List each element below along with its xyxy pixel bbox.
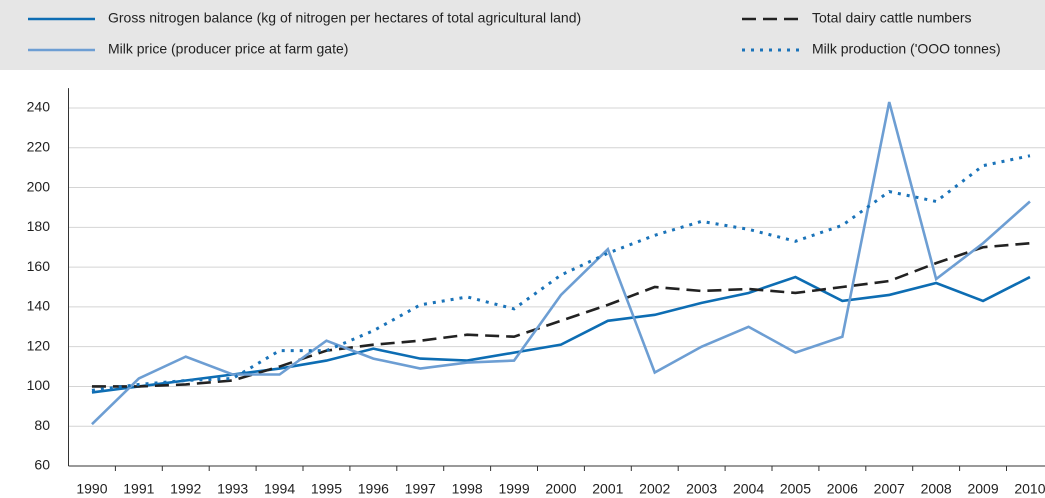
x-tick-label: 1999 xyxy=(498,481,529,497)
x-tick-label: 2005 xyxy=(780,481,811,497)
series-line xyxy=(91,275,1031,394)
x-tick-label: 2000 xyxy=(545,481,576,497)
x-tick-label: 1994 xyxy=(264,481,295,497)
x-tick-label: 2007 xyxy=(874,481,905,497)
legend-label: Milk production ('OOO tonnes) xyxy=(812,41,1001,57)
y-tick-label: 60 xyxy=(34,457,50,473)
y-tick-label: 160 xyxy=(27,258,51,274)
x-tick-label: 2004 xyxy=(733,481,764,497)
x-tick-label: 1990 xyxy=(76,481,107,497)
legend-label: Total dairy cattle numbers xyxy=(812,10,972,26)
legend-label: Milk price (producer price at farm gate) xyxy=(108,41,348,57)
legend-label: Gross nitrogen balance (kg of nitrogen p… xyxy=(108,10,581,26)
series-line xyxy=(91,101,1031,426)
x-tick-label: 2009 xyxy=(967,481,998,497)
x-tick-label: 1991 xyxy=(123,481,154,497)
y-tick-label: 220 xyxy=(27,138,51,154)
x-tick-label: 1998 xyxy=(452,481,483,497)
x-tick-label: 1993 xyxy=(217,481,248,497)
y-tick-label: 80 xyxy=(34,417,50,433)
x-tick-label: 2010 xyxy=(1014,481,1045,497)
x-tick-label: 1997 xyxy=(405,481,436,497)
y-tick-label: 240 xyxy=(27,99,51,115)
y-tick-label: 100 xyxy=(27,377,51,393)
x-tick-label: 1996 xyxy=(358,481,389,497)
x-tick-label: 2006 xyxy=(827,481,858,497)
series-line xyxy=(91,154,1031,392)
y-tick-label: 200 xyxy=(27,178,51,194)
y-tick-label: 180 xyxy=(27,218,51,234)
x-tick-label: 2003 xyxy=(686,481,717,497)
x-tick-label: 2002 xyxy=(639,481,670,497)
legend-background xyxy=(0,0,1045,70)
x-tick-label: 1992 xyxy=(170,481,201,497)
y-tick-label: 120 xyxy=(27,337,51,353)
x-tick-label: 2008 xyxy=(921,481,952,497)
series-line xyxy=(91,241,1031,388)
x-tick-label: 1995 xyxy=(311,481,342,497)
x-tick-label: 2001 xyxy=(592,481,623,497)
y-tick-label: 140 xyxy=(27,298,51,314)
